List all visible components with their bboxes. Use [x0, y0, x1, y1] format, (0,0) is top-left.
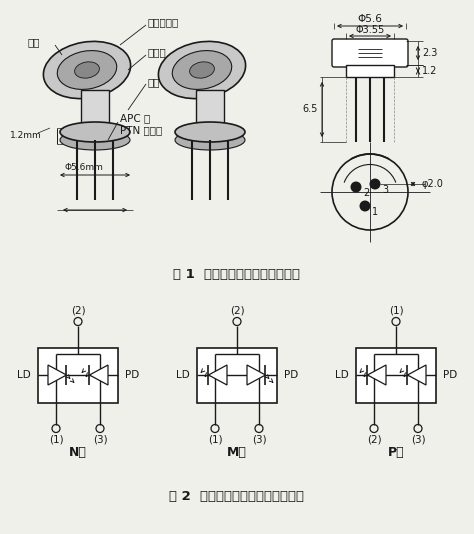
Text: N型: N型 [69, 446, 87, 459]
Text: LD: LD [335, 370, 349, 380]
Polygon shape [48, 365, 66, 385]
Text: (3): (3) [410, 435, 425, 444]
Text: 3: 3 [382, 185, 388, 195]
Bar [38, 348, 118, 403]
Text: 散热器: 散热器 [148, 47, 167, 57]
Text: 1.2: 1.2 [422, 66, 438, 76]
Polygon shape [408, 365, 426, 385]
Ellipse shape [60, 130, 130, 150]
Text: LD: LD [176, 370, 190, 380]
Text: (3): (3) [252, 435, 266, 444]
Text: 2: 2 [363, 188, 369, 198]
Bar [356, 348, 436, 403]
Text: 1.2mm: 1.2mm [10, 131, 42, 140]
Text: 管座: 管座 [148, 77, 161, 87]
Bar [346, 65, 394, 77]
Ellipse shape [175, 130, 245, 150]
Polygon shape [209, 365, 227, 385]
Bar [197, 348, 277, 403]
Polygon shape [90, 365, 108, 385]
Ellipse shape [57, 51, 117, 89]
Polygon shape [247, 365, 265, 385]
FancyBboxPatch shape [196, 90, 224, 130]
Text: PTN 二极管: PTN 二极管 [120, 125, 162, 135]
Text: Φ5.6mm: Φ5.6mm [65, 163, 104, 172]
Text: APC 用: APC 用 [120, 113, 150, 123]
Ellipse shape [172, 51, 232, 89]
Text: M型: M型 [227, 446, 247, 459]
Circle shape [370, 178, 381, 190]
Text: (3): (3) [93, 435, 107, 444]
Text: 1: 1 [372, 207, 378, 217]
Text: PD: PD [284, 370, 298, 380]
Text: Φ3.55: Φ3.55 [356, 25, 384, 35]
Ellipse shape [190, 62, 214, 78]
Ellipse shape [175, 122, 245, 142]
Ellipse shape [74, 62, 100, 78]
Ellipse shape [60, 122, 130, 142]
Text: Φ5.6: Φ5.6 [357, 14, 383, 24]
Text: PD: PD [125, 370, 139, 380]
Text: (2): (2) [367, 435, 381, 444]
Circle shape [350, 182, 362, 192]
Text: PD: PD [443, 370, 457, 380]
Text: (2): (2) [230, 305, 244, 316]
Text: (1): (1) [208, 435, 222, 444]
Text: 激光器芯片: 激光器芯片 [148, 17, 179, 27]
Polygon shape [367, 365, 386, 385]
FancyBboxPatch shape [332, 39, 408, 67]
FancyBboxPatch shape [81, 90, 109, 130]
Text: 管帽: 管帽 [28, 37, 40, 47]
Text: (1): (1) [49, 435, 64, 444]
Text: 6.5: 6.5 [302, 105, 318, 114]
Text: P型: P型 [388, 446, 404, 459]
Ellipse shape [158, 42, 246, 99]
Text: LD: LD [17, 370, 31, 380]
Text: φ2.0: φ2.0 [421, 179, 443, 189]
Text: 图 2  激光二极管的内部结构示意图: 图 2 激光二极管的内部结构示意图 [170, 491, 304, 504]
Text: (2): (2) [71, 305, 85, 316]
Text: (1): (1) [389, 305, 403, 316]
Ellipse shape [44, 42, 131, 99]
Bar [334, 41, 406, 65]
Circle shape [359, 200, 371, 211]
Text: 图 1  激光二极管的外形及其尺寸: 图 1 激光二极管的外形及其尺寸 [173, 269, 301, 281]
Text: 2.3: 2.3 [422, 48, 438, 58]
